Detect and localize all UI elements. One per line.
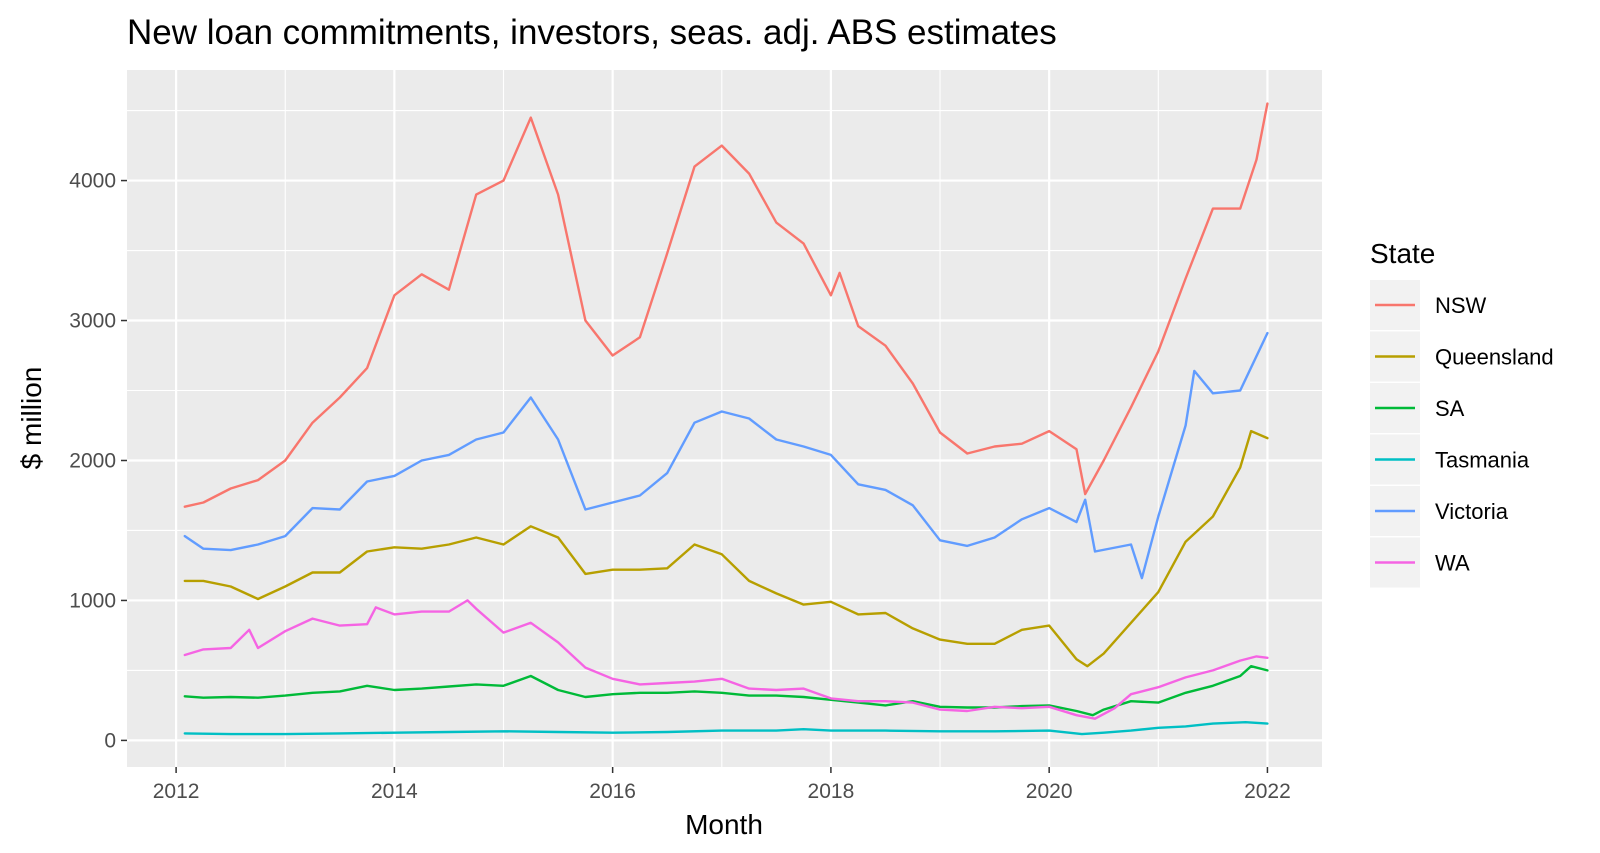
x-tick-label: 2014 [371,780,418,803]
legend-label: WA [1435,551,1470,576]
y-tick-label: 4000 [69,170,116,193]
series-line-nsw [183,102,1269,508]
legend-item-sa: SA [1370,383,1465,433]
legend-label: SA [1435,396,1465,421]
grid-major [127,70,1322,767]
series-line-sa [183,665,1269,717]
x-axis-title: Month [685,809,763,840]
grid-minor [127,70,1322,767]
legend-item-victoria: Victoria [1370,486,1509,536]
y-tick-label: 2000 [69,449,116,472]
series-line-victoria [183,331,1269,580]
x-tick-label: 2022 [1244,780,1291,803]
legend-item-queensland: Queensland [1370,331,1554,382]
legend-item-nsw: NSW [1370,280,1487,330]
y-tick-label: 3000 [69,310,116,333]
y-tick-label: 0 [104,729,116,752]
series-layer [183,102,1269,736]
plot-panel [127,70,1322,767]
legend-item-tasmania: Tasmania [1370,434,1530,485]
y-axis: 0 1000 2000 3000 4000 [69,170,127,752]
y-axis-title: $ million [16,367,47,470]
x-tick-label: 2012 [153,780,200,803]
legend-item-wa: WA [1370,537,1470,588]
x-tick-label: 2016 [589,780,636,803]
legend-items: NSW Queensland SA Tasmania Victoria WA [1370,280,1554,588]
legend-label: Queensland [1435,345,1554,370]
legend-label: NSW [1435,293,1487,318]
legend-label: Tasmania [1435,448,1530,473]
chart-title: New loan commitments, investors, seas. a… [127,13,1057,52]
y-tick-label: 1000 [69,589,116,612]
legend-title: State [1370,238,1435,269]
series-line-queensland [183,429,1269,668]
legend: State NSW Queensland SA Tasmania Victoria WA [1370,238,1554,588]
x-tick-label: 2018 [808,780,855,803]
series-line-wa [183,599,1269,720]
x-axis: 2012 2014 2016 2018 2020 2022 [153,767,1291,803]
legend-label: Victoria [1435,499,1509,524]
series-line-tasmania [183,721,1269,736]
x-tick-label: 2020 [1026,780,1073,803]
